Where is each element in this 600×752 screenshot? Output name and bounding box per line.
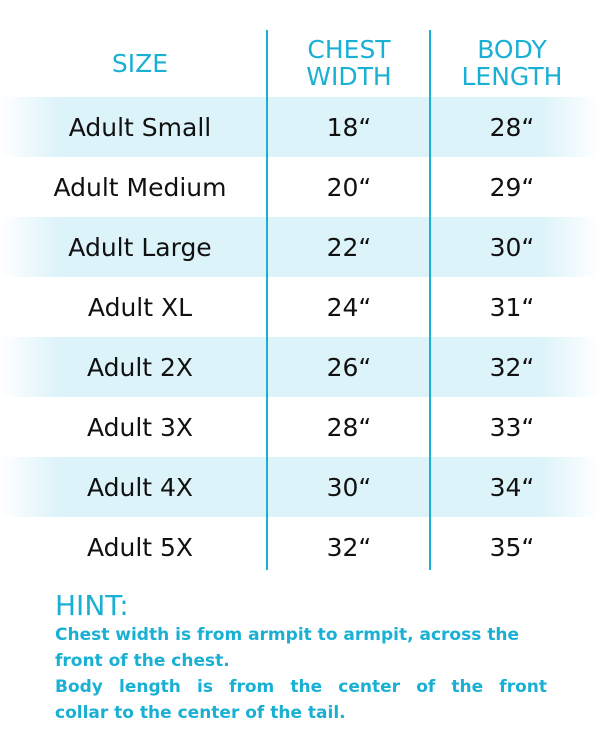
size-cell: Adult Large xyxy=(68,232,212,262)
size-cell: Adult 4X xyxy=(86,472,194,502)
chest-width-cell: 32“ xyxy=(326,532,372,562)
body-length-cell: 29“ xyxy=(489,172,535,202)
size-cell: Adult Medium xyxy=(53,172,227,202)
chest-width-cell: 30“ xyxy=(326,472,372,502)
hint-section: HINT: Chest width is from armpit to armp… xyxy=(55,590,547,726)
body-length-cell: 32“ xyxy=(489,352,535,382)
hint-line: collar to the center of the tail. xyxy=(55,703,346,723)
column-divider xyxy=(266,30,268,570)
header-size: SIZE xyxy=(111,48,169,78)
body-length-cell: 28“ xyxy=(489,112,535,142)
size-cell: Adult 5X xyxy=(86,532,194,562)
body-length-cell: 31“ xyxy=(489,292,535,322)
table-row: Adult 2X 26“ 32“ xyxy=(0,337,600,397)
table-row: Adult XL 24“ 31“ xyxy=(0,277,600,337)
header-body-length: BODY LENGTH xyxy=(461,35,563,91)
hint-line: Chest width is from armpit to armpit, ac… xyxy=(55,625,520,645)
chest-width-cell: 28“ xyxy=(326,412,372,442)
size-cell: Adult Small xyxy=(68,112,212,142)
body-length-cell: 34“ xyxy=(489,472,535,502)
header-chest-width: CHEST WIDTH xyxy=(306,35,392,91)
chest-width-cell: 26“ xyxy=(326,352,372,382)
body-length-cell: 33“ xyxy=(489,412,535,442)
size-cell: Adult 3X xyxy=(86,412,194,442)
table-row: Adult 5X 32“ 35“ xyxy=(0,517,600,577)
body-length-cell: 35“ xyxy=(489,532,535,562)
hint-line: Body length is from the center of the fr… xyxy=(55,677,547,697)
table-row: Adult Medium 20“ 29“ xyxy=(0,157,600,217)
chest-width-cell: 18“ xyxy=(326,112,372,142)
table-row: Adult 3X 28“ 33“ xyxy=(0,397,600,457)
table-row: Adult Large 22“ 30“ xyxy=(0,217,600,277)
chest-width-cell: 22“ xyxy=(326,232,372,262)
table-row: Adult 4X 30“ 34“ xyxy=(0,457,600,517)
table-row: Adult Small 18“ 28“ xyxy=(0,97,600,157)
body-length-cell: 30“ xyxy=(489,232,535,262)
hint-title: HINT: xyxy=(55,589,129,622)
hint-line: front of the chest. xyxy=(55,651,230,671)
chest-width-cell: 20“ xyxy=(326,172,372,202)
chest-width-cell: 24“ xyxy=(326,292,372,322)
size-cell: Adult XL xyxy=(87,292,193,322)
column-divider xyxy=(429,30,431,570)
size-cell: Adult 2X xyxy=(86,352,194,382)
